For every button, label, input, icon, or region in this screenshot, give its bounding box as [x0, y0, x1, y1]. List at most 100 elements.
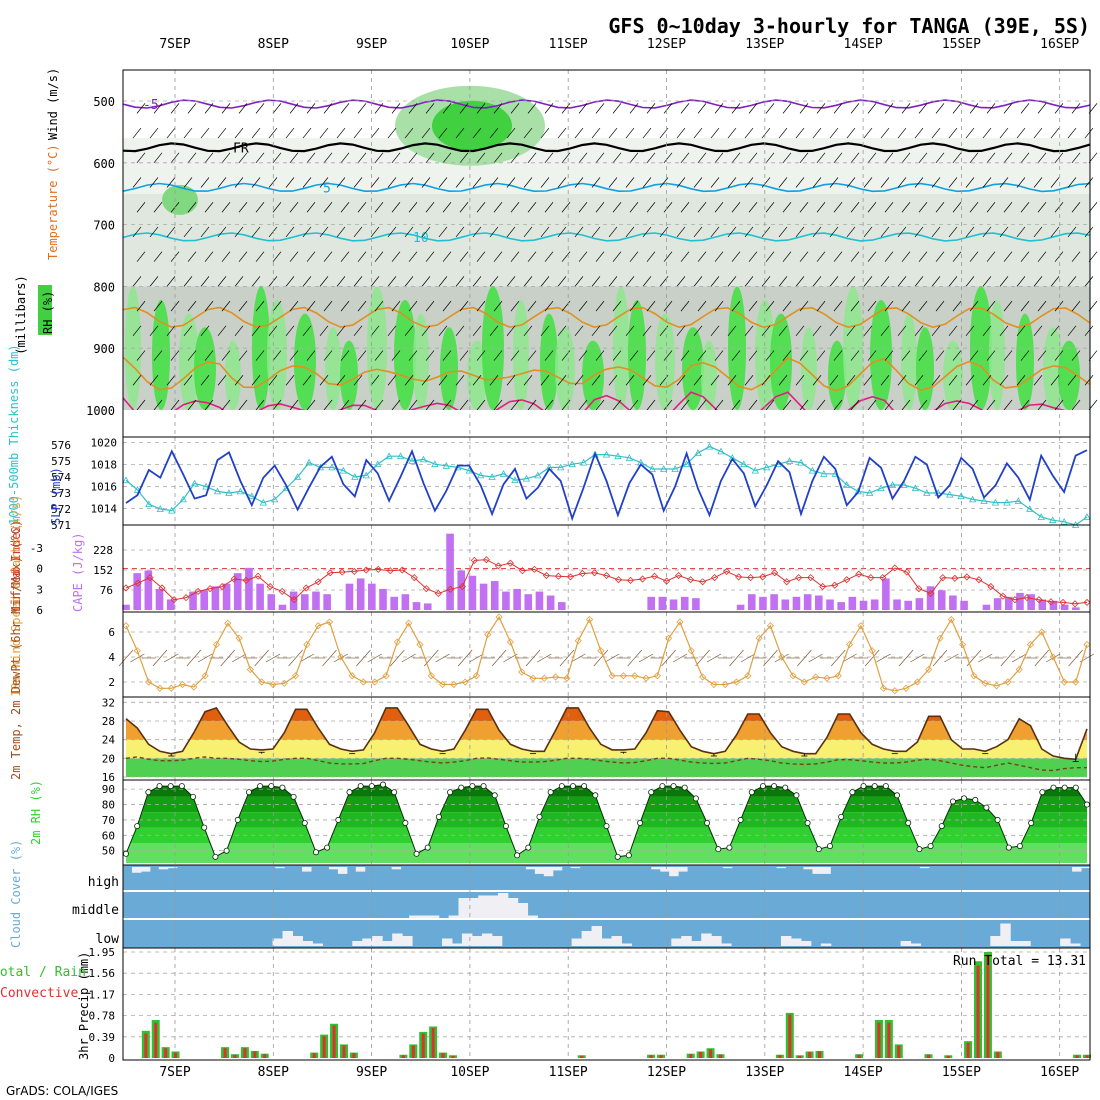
- cape-bar: [904, 600, 913, 610]
- wind-barb: [561, 103, 571, 114]
- lifted-index-marker: [482, 556, 490, 564]
- wind-barb: [727, 177, 737, 188]
- wind-barb: [884, 152, 894, 164]
- thickness-tick-label: 572: [51, 503, 71, 516]
- surface-wind-barb: [661, 649, 676, 667]
- wind-barb: [833, 300, 843, 312]
- wind-barb: [136, 399, 146, 411]
- cape-bar: [770, 594, 778, 610]
- lifted-index-marker: [278, 587, 286, 595]
- lifted-index-marker: [699, 578, 707, 586]
- wind-speed-marker: [472, 672, 481, 680]
- wind-barb: [408, 152, 418, 164]
- wind-barb: [1020, 251, 1030, 262]
- wind-speed-marker: [789, 672, 797, 680]
- rh-marker: [514, 852, 521, 859]
- wind-barb: [272, 202, 282, 213]
- rh-marker: [1028, 820, 1035, 827]
- rh-plume: [440, 327, 458, 410]
- wind-barb: [187, 399, 197, 411]
- wind-barb: [489, 276, 499, 287]
- precip-convective-bar: [897, 1045, 901, 1058]
- wind-barb: [268, 325, 278, 337]
- top-day-label: 16SEP: [1040, 37, 1079, 52]
- wind-barb: [765, 103, 775, 114]
- cloud-bar-middle: [458, 898, 469, 918]
- wind-barb: [867, 251, 877, 262]
- cloud-bar-middle: [419, 915, 430, 918]
- cloud-bar-low: [1000, 923, 1011, 946]
- wind-barb: [183, 325, 193, 337]
- wind-barb: [646, 152, 656, 164]
- wind-barb: [761, 226, 771, 238]
- lifted-index-marker: [314, 578, 322, 586]
- wind-speed-marker: [212, 640, 221, 649]
- surface-wind-barb: [729, 649, 744, 667]
- surface-wind-barb: [571, 653, 586, 663]
- lifted-index-marker: [987, 583, 995, 591]
- wind-barb: [969, 202, 979, 213]
- wind-barb: [829, 127, 839, 139]
- thickness-marker: [877, 484, 885, 492]
- lifted-index-axis-title: Lifted Index: [9, 525, 23, 612]
- wind-barb: [948, 325, 958, 337]
- surface-wind-barb: [978, 653, 993, 663]
- run-total-label: Run Total = 13.31: [953, 954, 1086, 969]
- rh-marker: [916, 846, 923, 853]
- wind-barb: [693, 325, 703, 337]
- wind-barb: [561, 152, 571, 164]
- cape-bar: [1027, 594, 1035, 610]
- wind-barb: [408, 300, 418, 312]
- wind-barb: [523, 325, 533, 337]
- top-day-label: 15SEP: [942, 37, 981, 52]
- wind-barb: [918, 152, 928, 164]
- wind-barb: [421, 127, 431, 139]
- lifted-index-marker: [807, 574, 815, 582]
- wind-barb: [323, 103, 333, 114]
- wind-barb: [1050, 226, 1060, 238]
- wind-barb: [1067, 375, 1077, 386]
- wind-barb: [289, 350, 299, 361]
- precip-convective-bar: [986, 954, 990, 1058]
- wind-barb: [1071, 251, 1081, 262]
- wind-barb: [612, 202, 622, 213]
- wind-barb: [425, 251, 435, 262]
- cape-bar: [937, 590, 946, 610]
- lifted-index-marker: [819, 583, 827, 591]
- precip-axis-title: 3hr Precip (mm): [77, 952, 91, 1060]
- wind-barb: [697, 103, 707, 114]
- thickness-marker: [419, 455, 428, 463]
- wind-barb: [289, 152, 299, 164]
- wind-barb: [846, 276, 856, 287]
- wind-speed-marker: [800, 678, 808, 686]
- wind-barb: [884, 251, 894, 262]
- rh-plume: [294, 313, 316, 410]
- wind-barb: [404, 177, 414, 188]
- wind-barb: [1067, 276, 1077, 287]
- wind-barb: [965, 276, 975, 287]
- wind-barb: [340, 251, 350, 262]
- wind-barb: [1071, 152, 1081, 164]
- lifted-index-line: [125, 559, 1088, 605]
- wind-barb: [221, 103, 231, 114]
- wind-barb: [897, 325, 907, 337]
- lifted-index-marker: [458, 583, 466, 591]
- rh-marker: [692, 795, 699, 802]
- wind-barb: [149, 127, 159, 139]
- wind-barb: [693, 226, 703, 238]
- wind-barb: [1054, 350, 1064, 361]
- lifted-index-marker: [206, 585, 214, 593]
- lifted-index-marker: [290, 596, 298, 604]
- wind-barb: [625, 375, 635, 386]
- rh-plume: [682, 327, 704, 410]
- thickness-marker: [271, 495, 279, 503]
- wind-barb: [540, 127, 550, 139]
- wind-speed-marker: [292, 672, 300, 680]
- cape-bar: [390, 596, 398, 610]
- wind-barb: [642, 226, 652, 238]
- cloud-bar-middle: [527, 915, 538, 918]
- wind-barb: [1033, 325, 1043, 337]
- wind-barb: [969, 103, 979, 114]
- top-day-label: 13SEP: [745, 37, 784, 52]
- precip-tick-label: 1.95: [89, 946, 116, 959]
